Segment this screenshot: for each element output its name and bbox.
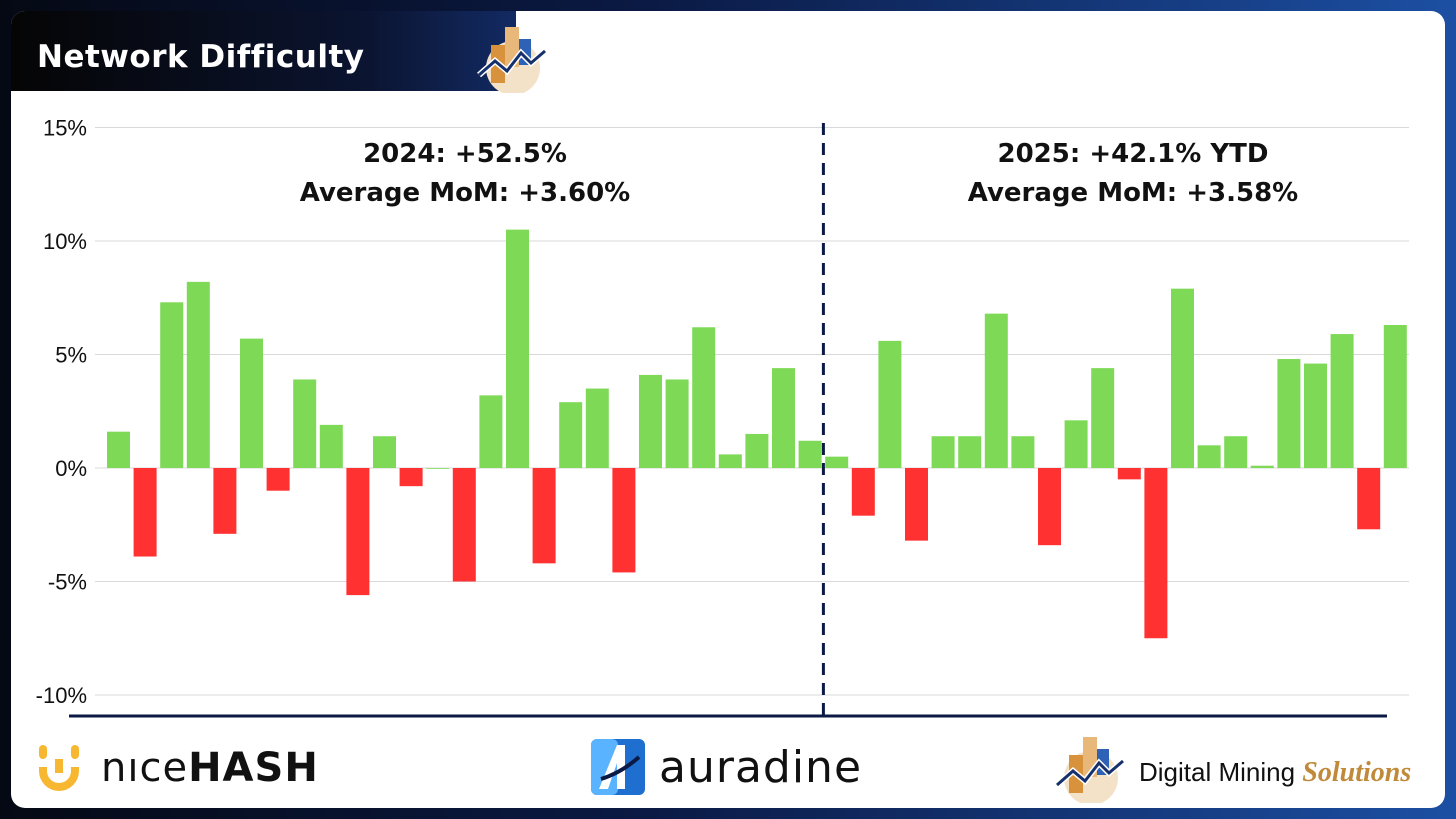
y-tick-label: 10% (43, 229, 87, 254)
bar (479, 395, 503, 468)
bar (1038, 468, 1061, 546)
bar (1330, 334, 1354, 468)
bar (1144, 468, 1168, 639)
bar (1383, 324, 1407, 468)
bar (851, 468, 875, 516)
bar (745, 433, 769, 468)
bar (1011, 436, 1035, 468)
annotation-line1: 2025: +42.1% YTD (998, 139, 1269, 169)
bar (1091, 368, 1115, 468)
bar (133, 468, 157, 557)
bar (665, 379, 689, 468)
y-tick-label: 0% (55, 456, 87, 481)
page-title: Network Difficulty (37, 39, 365, 75)
bar (905, 468, 928, 541)
title-tab: Network Difficulty (11, 11, 516, 91)
annotation-line2: Average MoM: +3.60% (300, 178, 630, 208)
chart-panel: Network Difficulty 15% 10% 5% 0% -5% -10% 2024… (11, 11, 1445, 808)
bar (931, 436, 955, 468)
nicehash-bold: HASH (188, 745, 319, 791)
nicehash-icon (39, 745, 79, 791)
auradine-wordmark: auradine (659, 741, 863, 793)
bar (1224, 436, 1248, 468)
bar (878, 340, 902, 468)
bar (1117, 468, 1141, 480)
bar (612, 468, 636, 573)
dms-accent-text: Solutions (1302, 757, 1412, 788)
bar (585, 388, 609, 468)
y-tick-label: -10% (36, 683, 87, 708)
nicehash-wordmark: nıceHASH (101, 745, 319, 791)
dms-wordmark: Digital Mining Solutions (1139, 757, 1411, 789)
bar (426, 468, 450, 469)
bar (772, 368, 795, 468)
bar (639, 374, 662, 468)
bar (718, 454, 742, 468)
bar (373, 436, 396, 468)
bar-chart: 15% 10% 5% 0% -5% -10% 2024: +52.5% Average MoM… (36, 116, 1409, 718)
bar (984, 313, 1008, 468)
auradine-icon (591, 739, 645, 795)
bar (506, 229, 529, 468)
dms-footer-icon (1055, 737, 1125, 803)
nicehash-light: nıce (101, 745, 189, 791)
bar (346, 468, 370, 596)
bar (266, 468, 290, 491)
bar (107, 431, 130, 468)
bar (559, 402, 583, 468)
bar (213, 468, 237, 534)
bar (798, 440, 822, 468)
y-tick-label: -5% (48, 570, 87, 595)
bar (160, 302, 184, 468)
auradine-logo: auradine (591, 739, 862, 795)
dms-logo-icon (477, 27, 547, 93)
annotation-line1: 2024: +52.5% (363, 139, 567, 169)
y-tick-label: 5% (55, 343, 87, 368)
bar (186, 281, 210, 468)
bar (240, 338, 263, 468)
bar (825, 456, 849, 468)
nicehash-logo: nıceHASH (35, 743, 319, 793)
y-tick-label: 15% (43, 116, 87, 141)
bar (293, 379, 317, 468)
bar (452, 468, 476, 582)
bar (692, 327, 716, 468)
bar (1357, 468, 1381, 530)
bar (532, 468, 556, 564)
bar (319, 424, 343, 468)
bar (958, 436, 982, 468)
bar (1197, 445, 1221, 468)
bar (1171, 288, 1194, 468)
bar (399, 468, 423, 487)
dms-main-text: Digital Mining (1139, 757, 1303, 787)
annotation-line2: Average MoM: +3.58% (968, 178, 1298, 208)
bar (1064, 420, 1088, 468)
bar (1304, 363, 1327, 468)
bar (1277, 359, 1301, 468)
dms-footer-logo: Digital Mining Solutions (1051, 733, 1411, 803)
bar (1250, 465, 1274, 468)
